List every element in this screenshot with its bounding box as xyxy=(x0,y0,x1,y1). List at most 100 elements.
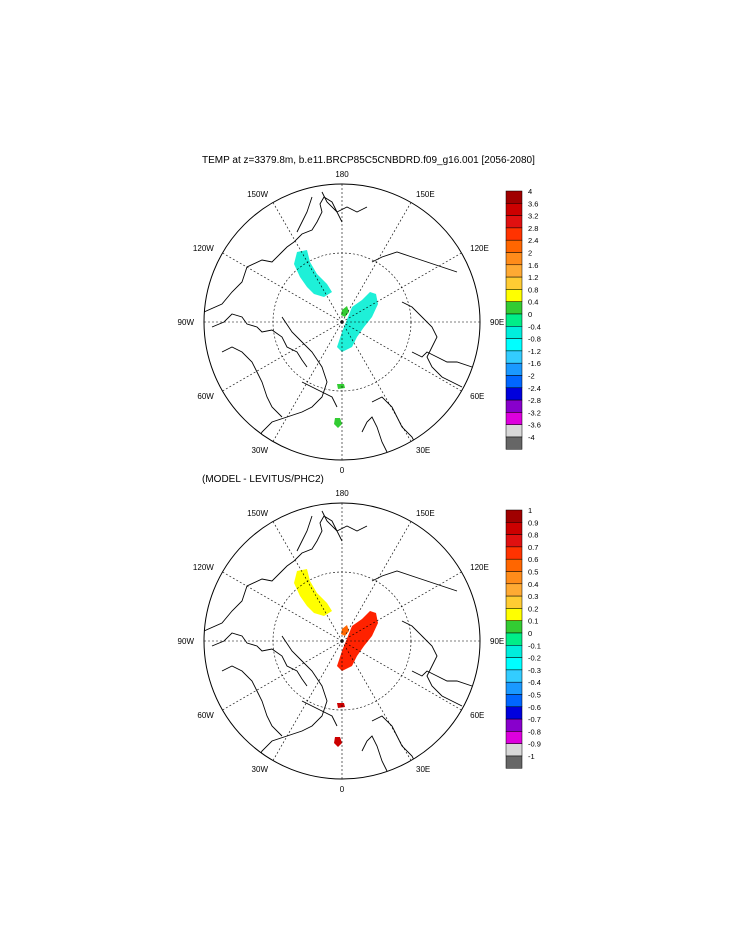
colorbar-swatch xyxy=(505,731,523,744)
coastline xyxy=(371,715,418,767)
colorbar-label: 0.4 xyxy=(528,580,538,589)
map-boundary xyxy=(203,502,481,780)
colorbar-swatch xyxy=(505,558,523,572)
colorbar-label: 2.8 xyxy=(528,224,538,233)
latitude-circle xyxy=(272,571,412,711)
colorbar-label: 4 xyxy=(528,187,532,196)
coastline xyxy=(401,301,463,388)
colorbar-swatch xyxy=(505,375,523,389)
colorbar-swatch xyxy=(505,608,523,621)
colorbar-swatch xyxy=(505,412,523,425)
lon-label-upper_left: 150W xyxy=(247,509,268,518)
lon-label-top: 180 xyxy=(335,170,349,179)
colorbar-swatch xyxy=(505,669,523,683)
lon-label-mid_upper_left: 120W xyxy=(193,563,214,572)
lon-label-right: 90E xyxy=(490,637,504,646)
colorbar-swatch xyxy=(505,362,523,376)
coastline xyxy=(371,396,418,448)
colorbar-swatch xyxy=(505,301,523,315)
colorbar-swatch xyxy=(505,399,523,413)
colorbar-label: -0.2 xyxy=(528,654,541,663)
colorbar-swatch xyxy=(505,424,523,438)
coastline xyxy=(301,700,338,727)
fram-patch xyxy=(337,384,345,389)
colorbar-label: -2.4 xyxy=(528,384,541,393)
colorbar-label: -3.6 xyxy=(528,421,541,430)
colorbar-label: 0.7 xyxy=(528,543,538,552)
colorbar-label: 0.8 xyxy=(528,285,538,294)
colorbar-swatch xyxy=(505,706,523,720)
pole-patch xyxy=(341,306,349,317)
map-contents xyxy=(204,503,480,779)
colorbar-swatch xyxy=(505,583,523,597)
colorbar-swatch xyxy=(505,387,523,401)
coastline xyxy=(296,196,313,233)
lon-label-lower_right: 30E xyxy=(416,765,430,774)
lon-label-right: 90E xyxy=(490,318,504,327)
colorbar-swatch xyxy=(505,436,523,450)
canada-basin-patch xyxy=(294,250,332,297)
colorbar-swatch xyxy=(505,632,523,646)
coastline xyxy=(221,346,283,418)
coastline xyxy=(321,191,368,213)
colorbar-swatch xyxy=(505,534,523,548)
coastline xyxy=(256,316,328,443)
fram-patch xyxy=(337,703,345,708)
colorbar-label: -0.1 xyxy=(528,641,541,650)
colorbar-label: -0.4 xyxy=(528,678,541,687)
lon-label-lower_left: 30W xyxy=(252,446,269,455)
colorbar-label: 0.1 xyxy=(528,617,538,626)
coastline xyxy=(296,515,313,552)
colorbar-swatch xyxy=(505,694,523,708)
colorbar-swatch xyxy=(505,620,523,634)
colorbar-label: 0 xyxy=(528,310,532,319)
coastline xyxy=(371,570,458,592)
colorbar-label: 0.9 xyxy=(528,518,538,527)
colorbar-swatch xyxy=(505,350,523,364)
lon-label-mid_upper_left: 120W xyxy=(193,244,214,253)
lon-label-left: 90W xyxy=(178,318,195,327)
lon-label-mid_lower_left: 60W xyxy=(197,392,214,401)
colorbar-label: -3.2 xyxy=(528,408,541,417)
coastline xyxy=(411,351,473,368)
colorbar-swatch xyxy=(505,252,523,266)
colorbar-label: 0.5 xyxy=(528,568,538,577)
colorbar-swatch xyxy=(505,190,523,204)
lon-label-top: 180 xyxy=(335,489,349,498)
colorbar-swatch xyxy=(505,657,523,671)
colorbar-label: -2 xyxy=(528,372,535,381)
colorbar-label: -0.8 xyxy=(528,727,541,736)
lon-label-mid_upper_right: 120E xyxy=(470,244,489,253)
colorbar-label: 2 xyxy=(528,249,532,258)
colorbar-swatch xyxy=(505,509,523,523)
colorbar-swatch xyxy=(505,522,523,535)
map-boundary xyxy=(203,183,481,461)
colorbar-label: -0.3 xyxy=(528,666,541,675)
panel-2-title: (MODEL - LEVITUS/PHC2) xyxy=(202,474,324,485)
colorbar-label: -0.8 xyxy=(528,335,541,344)
colorbar-label: 2.4 xyxy=(528,236,538,245)
colorbar-swatch xyxy=(505,645,523,658)
colorbar-label: 1 xyxy=(528,506,532,515)
colorbar-label: 3.6 xyxy=(528,199,538,208)
panel-1-title: TEMP at z=3379.8m, b.e11.BRCP85C5CNBDRD.… xyxy=(202,155,535,166)
colorbar-label: -1.6 xyxy=(528,359,541,368)
colorbar-label: 1.2 xyxy=(528,273,538,282)
colorbar-swatch xyxy=(505,743,523,757)
coastline xyxy=(221,665,283,737)
colorbar-swatch xyxy=(505,289,523,302)
coastline xyxy=(411,670,473,687)
polar-map-panel-1: 180 150E 120E 90E 60E 30E 0 30W 60W 90W 120W 150W 4 3… xyxy=(178,170,541,475)
colorbar-label: -0.7 xyxy=(528,715,541,724)
lon-label-lower_right: 30E xyxy=(416,446,430,455)
colorbar-swatch xyxy=(505,595,523,609)
colorbar-swatch xyxy=(505,276,523,290)
colorbar-label: 3.2 xyxy=(528,212,538,221)
coastline xyxy=(211,632,308,687)
colorbar-swatch xyxy=(505,239,523,253)
colorbar-label: -0.4 xyxy=(528,322,541,331)
coastline xyxy=(361,416,388,453)
lon-label-mid_lower_left: 60W xyxy=(197,711,214,720)
colorbar-swatch xyxy=(505,755,523,769)
